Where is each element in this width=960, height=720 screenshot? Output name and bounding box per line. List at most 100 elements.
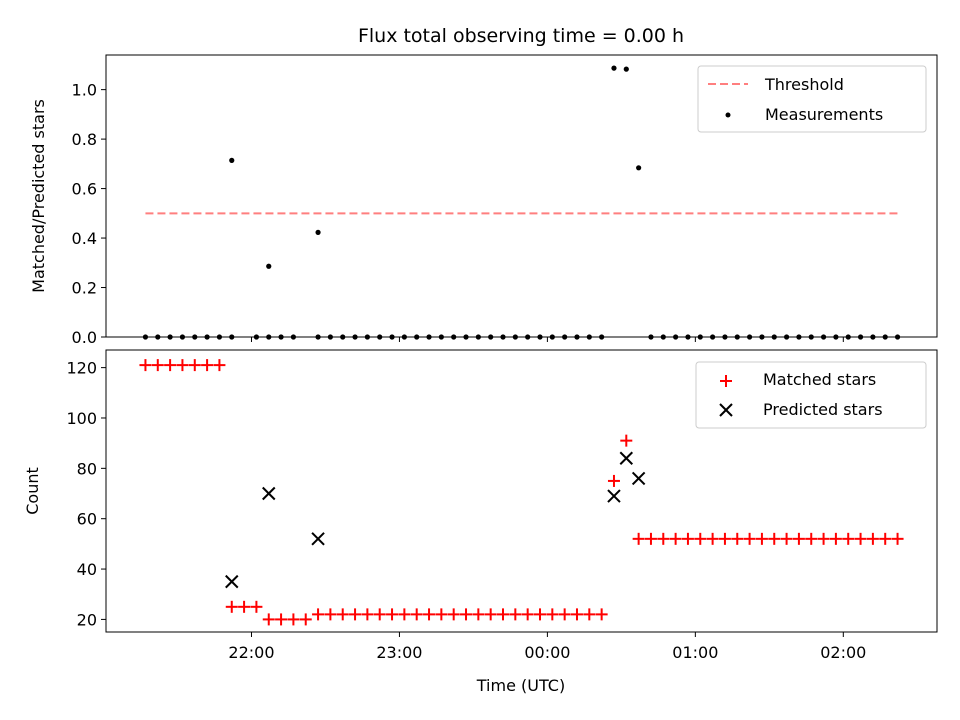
point-matched-stars	[201, 359, 214, 372]
point-matched-stars	[386, 608, 399, 621]
point-matched-stars	[275, 613, 288, 626]
point-matched-stars	[521, 608, 534, 621]
point-measurements	[623, 66, 629, 72]
point-matched-stars	[423, 608, 436, 621]
point-matched-stars	[213, 359, 226, 372]
point-measurements	[266, 263, 272, 269]
point-matched-stars	[250, 600, 263, 613]
point-matched-stars	[768, 532, 781, 545]
y-tick-label: 1.0	[72, 81, 97, 100]
point-matched-stars	[866, 532, 879, 545]
legend-matched-swatch	[720, 375, 732, 387]
x-tick-label: 22:00	[228, 643, 274, 662]
point-matched-stars	[188, 359, 201, 372]
point-predicted-stars	[311, 532, 325, 546]
point-matched-stars	[718, 532, 731, 545]
point-measurements	[611, 65, 617, 71]
x-tick-label: 01:00	[672, 643, 718, 662]
point-matched-stars	[533, 608, 546, 621]
point-matched-stars	[657, 532, 670, 545]
point-matched-stars	[632, 532, 645, 545]
x-tick-label: 02:00	[820, 643, 866, 662]
point-matched-stars	[139, 359, 152, 372]
y-tick-label: 20	[77, 610, 97, 629]
legend-measurements-label: Measurements	[765, 105, 883, 124]
y-tick-label: 0.0	[72, 328, 97, 347]
point-matched-stars	[176, 359, 189, 372]
point-matched-stars	[570, 608, 583, 621]
point-matched-stars	[497, 608, 510, 621]
legend-predicted-swatch	[719, 403, 733, 417]
point-matched-stars	[829, 532, 842, 545]
point-matched-stars	[447, 608, 460, 621]
point-matched-stars	[410, 608, 423, 621]
point-measurements	[315, 229, 321, 235]
bottom-y-axis-label: Count	[23, 467, 42, 515]
point-matched-stars	[755, 532, 768, 545]
y-tick-label: 120	[66, 359, 97, 378]
legend-matched-label: Matched stars	[763, 370, 876, 389]
point-measurements	[636, 165, 642, 171]
point-matched-stars	[472, 608, 485, 621]
point-matched-stars	[792, 532, 805, 545]
top-legend: Threshold Measurements	[697, 65, 927, 133]
point-matched-stars	[694, 532, 707, 545]
point-matched-stars	[558, 608, 571, 621]
point-matched-stars	[681, 532, 694, 545]
y-tick-label: 0.2	[72, 279, 97, 298]
point-predicted-stars	[225, 574, 239, 589]
legend-threshold-label: Threshold	[764, 75, 844, 94]
point-matched-stars	[262, 613, 275, 626]
point-matched-stars	[299, 613, 312, 626]
point-matched-stars	[842, 532, 855, 545]
top-y-axis-label: Matched/Predicted stars	[29, 99, 48, 293]
point-matched-stars	[435, 608, 448, 621]
point-predicted-stars	[607, 489, 621, 503]
y-tick-label: 0.6	[72, 180, 97, 199]
point-matched-stars	[225, 600, 238, 613]
legend-measurements-swatch	[725, 112, 731, 118]
point-matched-stars	[854, 532, 867, 545]
y-tick-label: 100	[66, 409, 97, 428]
point-matched-stars	[164, 359, 177, 372]
point-predicted-stars	[619, 451, 634, 465]
point-matched-stars	[398, 608, 411, 621]
x-axis-label: Time (UTC)	[476, 676, 565, 695]
point-matched-stars	[238, 600, 251, 613]
point-matched-stars	[731, 532, 744, 545]
point-matched-stars	[817, 532, 830, 545]
bottom-panel: 20 40 60 80 100 120 22:00 23:00 00:00 01:00 02:00…	[23, 349, 938, 695]
point-matched-stars	[607, 474, 620, 487]
chart-title: Flux total observing time = 0.00 h	[358, 25, 684, 47]
y-tick-label: 80	[77, 459, 97, 478]
point-matched-stars	[595, 608, 608, 621]
point-matched-stars	[780, 532, 793, 545]
point-measurements	[229, 157, 235, 163]
point-matched-stars	[583, 608, 596, 621]
point-matched-stars	[805, 532, 818, 545]
point-matched-stars	[324, 608, 337, 621]
point-matched-stars	[349, 608, 362, 621]
point-matched-stars	[879, 532, 892, 545]
point-matched-stars	[546, 608, 559, 621]
point-matched-stars	[373, 608, 386, 621]
bottom-legend: Matched stars Predicted stars	[695, 361, 927, 429]
y-tick-label: 60	[77, 510, 97, 529]
point-matched-stars	[361, 608, 374, 621]
x-tick-label: 00:00	[524, 643, 570, 662]
point-matched-stars	[620, 434, 633, 447]
point-matched-stars	[484, 608, 497, 621]
point-matched-stars	[891, 532, 904, 545]
point-matched-stars	[287, 613, 300, 626]
point-matched-stars	[312, 608, 325, 621]
y-tick-label: 40	[77, 560, 97, 579]
point-matched-stars	[669, 532, 682, 545]
y-tick-label: 0.4	[72, 229, 97, 248]
point-predicted-stars	[262, 486, 276, 501]
point-matched-stars	[151, 359, 164, 372]
legend-predicted-label: Predicted stars	[763, 400, 883, 419]
point-matched-stars	[336, 608, 349, 621]
point-matched-stars	[460, 608, 473, 621]
point-matched-stars	[743, 532, 756, 545]
